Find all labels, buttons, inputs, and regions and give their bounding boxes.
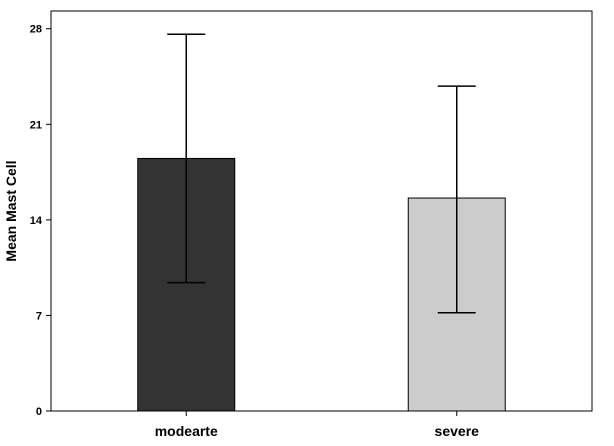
y-tick-label: 7 — [36, 310, 42, 322]
y-tick-label: 0 — [36, 406, 42, 418]
y-tick-label: 21 — [30, 119, 42, 131]
category-label: modearte — [155, 423, 218, 439]
error-bars — [167, 33, 476, 314]
y-tick-label: 28 — [30, 24, 42, 36]
category-label: severe — [435, 423, 480, 439]
y-axis-ticks: 0 7 14 21 28 — [30, 24, 51, 418]
y-tick-label: 14 — [30, 215, 43, 227]
plot-area — [50, 10, 593, 412]
category-labels: modearte severe — [155, 411, 479, 439]
y-axis-title: Mean Mast Cell — [3, 160, 19, 261]
